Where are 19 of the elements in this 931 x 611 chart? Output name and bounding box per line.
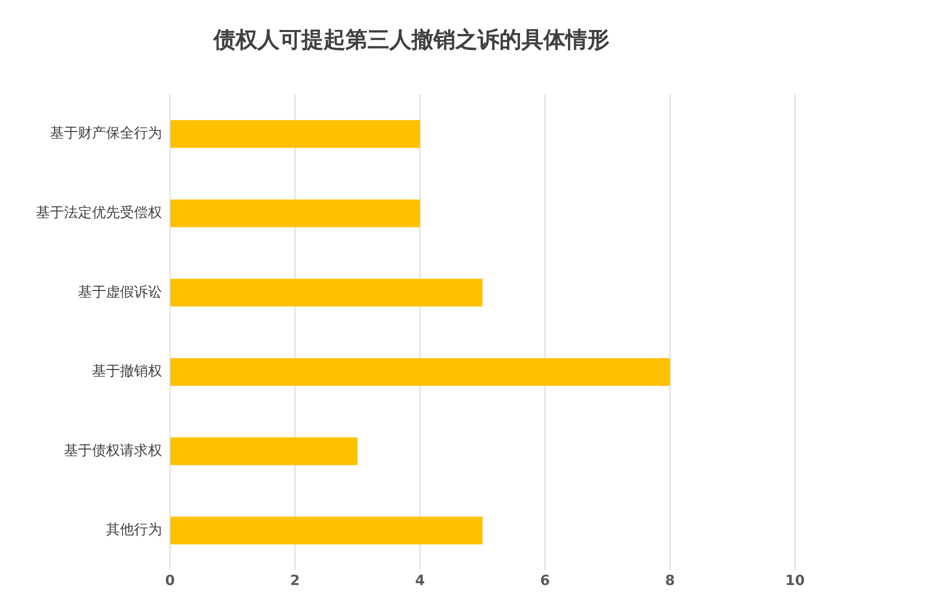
x-tick-label: 6 [540, 573, 550, 590]
x-tick-label: 8 [665, 573, 675, 590]
x-tick-label: 4 [415, 573, 426, 590]
y-tick-label: 基于债权请求权 [64, 442, 162, 459]
bar [170, 358, 670, 386]
y-tick-label: 基于虚假诉讼 [78, 284, 162, 300]
chart-title: 债权人可提起第三人撤销之诉的具体情形 [212, 26, 610, 53]
y-tick-label: 其他行为 [106, 522, 162, 538]
bar [170, 120, 420, 148]
x-tick-label: 10 [785, 573, 805, 590]
bar [170, 199, 420, 228]
x-tick-label: 2 [290, 573, 300, 590]
y-tick-label: 基于撤销权 [92, 364, 162, 380]
y-tick-label: 基于法定优先受偿权 [36, 204, 162, 221]
bar [170, 278, 482, 307]
bar [170, 516, 482, 544]
x-tick-label: 0 [165, 573, 176, 590]
y-tick-label: 基于财产保全行为 [50, 126, 162, 142]
bar [170, 437, 358, 466]
